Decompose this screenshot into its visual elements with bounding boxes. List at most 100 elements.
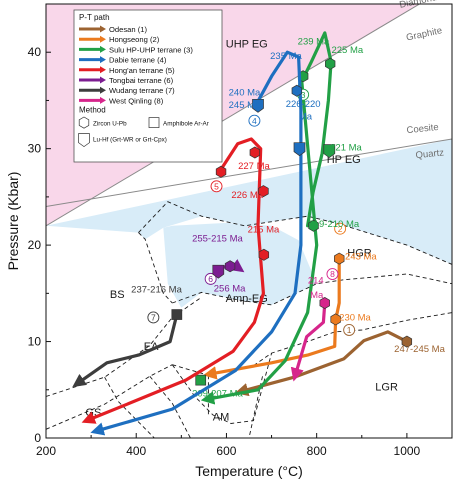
graphite-label: Graphite: [405, 25, 443, 43]
path-number-hongseong: 2: [338, 224, 343, 234]
x-tick-label-1000: 1000: [394, 444, 421, 458]
facies-boundary-7: [104, 376, 155, 438]
x-tick-label-400: 400: [126, 444, 146, 458]
series-line-hong-an-terrane: [81, 137, 265, 424]
y-tick-label-10: 10: [28, 335, 42, 349]
x-tick-label-800: 800: [307, 444, 327, 458]
series-west-qinling: 8 214 Ma: [290, 268, 339, 382]
legend-box: [73, 9, 223, 163]
quartz-label: Quartz: [415, 147, 445, 161]
legend-swatch-arrow-odesan: [100, 25, 106, 33]
facies-label-hgr: HGR: [347, 248, 372, 260]
legend-title: P-T path: [79, 13, 110, 22]
y-tick-label-30: 30: [28, 142, 42, 156]
y-tick-label-0: 0: [34, 431, 41, 445]
x-axis-label: Temperature (°C): [195, 463, 303, 479]
coesite-label: Coesite: [406, 122, 439, 136]
age-label-hong-an-terrane-3: 226 Ma: [231, 190, 263, 201]
age-label-dabie-terrane-2: 240 Ma: [229, 88, 261, 99]
age-label-sulu-hp-uhp-terrane-2: 225 Ma: [331, 45, 363, 56]
marker-tongbai-terrane-1: [224, 260, 236, 273]
legend-method-luhf: Lu-Hf (Grt-WR or Grt-Cpx): [93, 137, 167, 144]
marker-west-qinling-1: [319, 296, 330, 310]
legend-swatch-arrow-dabie-terrane: [100, 56, 106, 64]
marker-dabie-terrane-3: [293, 142, 306, 157]
marker-hong-an-terrane-2: [249, 146, 261, 159]
reaction-line-2: [46, 138, 452, 207]
legend-method-amphibole: Amphibole Ar-Ar: [163, 121, 209, 128]
age-label-sulu-hp-uhp-terrane-4: 219-210 Ma: [308, 219, 359, 230]
legend-entry-sulu-hp-uhp-terrane: Sulu HP-UHP terrane (3): [109, 45, 193, 54]
legend-method-square-icon: [148, 117, 160, 128]
y-tick-label-20: 20: [28, 238, 42, 252]
legend-method-title: Method: [79, 106, 106, 115]
facies-boundary-1: [138, 201, 452, 265]
age-label-west-qinling-2: Ma: [310, 290, 324, 301]
age-label-dabie-terrane-5: Ma: [299, 112, 313, 123]
legend: P-T path Odesan (1)Hongseong (2)Sulu HP-U…: [73, 9, 223, 163]
series-line-odesan: [234, 330, 409, 397]
legend-entry-west-qinling: West Qinling (8): [109, 96, 164, 105]
legend-entry-dabie-terrane: Dabie terrane (4): [109, 56, 167, 65]
legend-swatch-arrow-west-qinling: [100, 96, 106, 104]
path-number-circle-odesan: [343, 324, 356, 336]
legend-entry-hong-an-terrane: Hong'an terrane (5): [109, 66, 175, 75]
age-label-odesan-1: 247-245 Ma: [394, 344, 445, 355]
path-number-circle-west-qinling: [326, 268, 339, 280]
legend-method-pentagon-icon: [78, 133, 90, 148]
legend-entry-hongseong: Hongseong (2): [109, 35, 160, 44]
marker-hong-an-terrane-1: [215, 165, 227, 178]
facies-label-amp-eg: Amp-EG: [226, 293, 268, 305]
facies-boundary-2: [138, 232, 173, 304]
facies-label-am: AM: [213, 412, 230, 424]
series-hongseong: 2 243 Ma 230 Ma: [203, 222, 377, 380]
series-line-west-qinling: [290, 301, 327, 382]
marker-sulu-hp-uhp-terrane-4: [308, 219, 319, 232]
y-tick-label-40: 40: [28, 45, 42, 59]
legend-entry-odesan: Odesan (1): [109, 25, 147, 34]
plot-frame: [45, 3, 453, 439]
age-label-hong-an-terrane-2: 227 Ma: [238, 161, 270, 172]
path-number-circle-hongseong: [334, 222, 347, 235]
legend-swatch-arrow-tongbai-terrane: [100, 76, 106, 84]
marker-hong-an-terrane-4: [258, 248, 270, 261]
path-number-circle-wudang-terrane: [147, 311, 160, 324]
marker-sulu-hp-uhp-terrane-2: [325, 57, 336, 70]
facies-label-uhp-eg: UHP EG: [226, 38, 268, 50]
path-number-tongbai-terrane: 6: [208, 274, 213, 284]
x-tick-label-600: 600: [216, 444, 236, 458]
marker-sulu-hp-uhp-terrane-5: [195, 374, 207, 386]
hp-field-shade: [46, 139, 452, 265]
marker-hongseong-2: [330, 313, 341, 326]
facies-label-lgr: LGR: [375, 382, 398, 394]
path-number-circle-tongbai-terrane: [204, 272, 217, 285]
series-tongbai-terrane: 6 255-215 Ma 256 Ma: [192, 233, 246, 294]
marker-tongbai-terrane-2: [212, 264, 225, 279]
age-label-dabie-terrane-1: 235 Ma: [270, 51, 302, 62]
facies-boundary-9: [171, 352, 273, 424]
age-label-west-qinling-1: 214: [308, 276, 324, 287]
legend-swatch-arrow-sulu-hp-uhp-terrane: [100, 45, 106, 53]
path-number-wudang-terrane: 7: [151, 313, 156, 323]
legend-method-zircon: Zircon U-Pb: [93, 121, 127, 128]
path-number-sulu-hp-uhp-terrane: 3: [301, 90, 306, 100]
marker-dabie-terrane-1: [252, 98, 264, 113]
facies-boundary-5: [46, 364, 173, 430]
age-label-sulu-hp-uhp-terrane-3: 221 Ma: [330, 143, 362, 154]
series-line-dabie-terrane: [90, 50, 303, 436]
x-tick-label-200: 200: [36, 444, 56, 458]
marker-wudang-terrane-1: [171, 309, 183, 320]
legend-entry-tongbai-terrane: Tongbai terrane (6): [109, 76, 174, 85]
age-label-sulu-hp-uhp-terrane-1: 239 Ma: [298, 37, 330, 48]
legend-swatch-arrow-hongseong: [100, 35, 106, 43]
path-number-circle-hong-an-terrane: [210, 180, 223, 193]
series-wudang-terrane: 7 237-216 Ma: [72, 284, 183, 388]
marker-hong-an-terrane-3: [258, 185, 269, 198]
age-label-hong-an-terrane-4: 215 Ma: [248, 225, 280, 236]
age-label-dabie-terrane-3: 245 Ma: [229, 100, 261, 111]
age-label-hongseong-1: 243 Ma: [345, 252, 377, 263]
marker-sulu-hp-uhp-terrane-3: [323, 144, 336, 159]
